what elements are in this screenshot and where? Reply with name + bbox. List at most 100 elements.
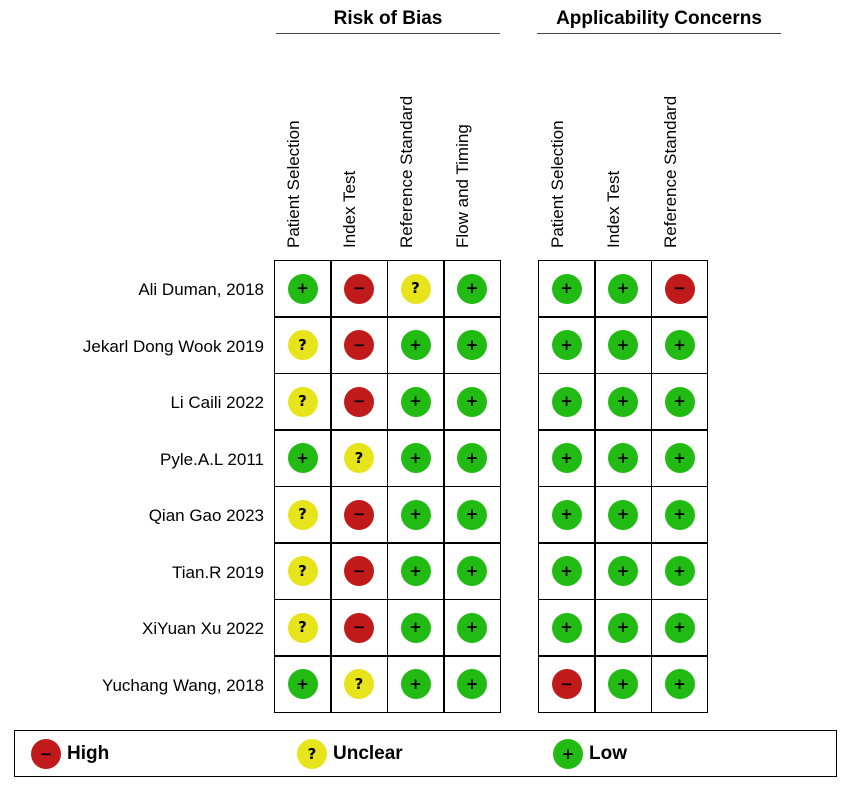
ac-cell: + bbox=[652, 600, 707, 655]
study-label: Tian.R 2019 bbox=[172, 562, 264, 582]
low-risk-icon: + bbox=[457, 612, 487, 643]
rob-cell: ? bbox=[331, 656, 387, 712]
legend-label-unclear: Unclear bbox=[333, 743, 403, 764]
ac-cell: + bbox=[539, 374, 594, 429]
risk-of-bias-grid: + −? +? − + +? − + + +? + +? − + +? − + +? − + + +? + + bbox=[274, 260, 501, 713]
rob-cell: ? bbox=[388, 261, 443, 316]
rob-cell: − bbox=[331, 487, 387, 542]
low-risk-icon: + bbox=[457, 669, 487, 699]
rob-cell: + bbox=[444, 656, 500, 712]
rob-cell: − bbox=[331, 374, 387, 429]
study-label: XiYuan Xu 2022 bbox=[142, 619, 264, 638]
low-risk-icon: + bbox=[608, 386, 638, 417]
ac-cell: + bbox=[595, 374, 651, 429]
study-label: Jekarl Dong Wook 2019 bbox=[82, 336, 264, 356]
rob-cell: ? bbox=[275, 374, 330, 429]
unclear-risk-icon: ? bbox=[287, 330, 318, 360]
low-risk-icon: + bbox=[400, 386, 431, 417]
rob-cell: + bbox=[444, 317, 500, 373]
rob-cell: + bbox=[388, 543, 443, 599]
low-risk-icon: + bbox=[400, 612, 431, 643]
high-risk-icon: − bbox=[551, 669, 582, 699]
low-risk-icon: + bbox=[664, 386, 695, 417]
low-risk-icon: + bbox=[608, 330, 638, 360]
study-label: Yuchang Wang, 2018 bbox=[102, 675, 264, 695]
low-risk-icon: + bbox=[553, 739, 583, 769]
low-risk-icon: + bbox=[400, 669, 431, 699]
study-label: Pyle.A.L 2011 bbox=[160, 449, 264, 469]
low-risk-icon: + bbox=[608, 273, 638, 304]
low-risk-icon: + bbox=[287, 669, 318, 699]
ac-cell: + bbox=[539, 261, 594, 316]
low-risk-icon: + bbox=[551, 386, 582, 417]
low-risk-icon: + bbox=[400, 499, 431, 530]
low-risk-icon: + bbox=[287, 443, 318, 473]
rob-cell: + bbox=[444, 600, 500, 655]
high-risk-icon: − bbox=[31, 739, 61, 769]
rob-cell: ? bbox=[275, 317, 330, 373]
low-risk-icon: + bbox=[608, 669, 638, 699]
study-label: Ali Duman, 2018 bbox=[138, 280, 264, 299]
rob-column-label: Flow and Timing bbox=[453, 124, 472, 248]
applicability-grid: + + − + + + + + + + + + + + + + + + + + + − + + bbox=[538, 260, 708, 713]
high-risk-icon: − bbox=[344, 386, 374, 417]
low-risk-icon: + bbox=[551, 330, 582, 360]
unclear-risk-icon: ? bbox=[287, 612, 318, 643]
ac-cell: + bbox=[652, 656, 707, 712]
low-risk-icon: + bbox=[457, 330, 487, 360]
ac-cell: + bbox=[595, 317, 651, 373]
low-risk-icon: + bbox=[664, 556, 695, 586]
legend-item-unclear: ? Unclear bbox=[297, 739, 403, 769]
rob-cell: + bbox=[275, 261, 330, 316]
low-risk-icon: + bbox=[287, 273, 318, 304]
rob-cell: + bbox=[444, 374, 500, 429]
rob-cell: ? bbox=[331, 430, 387, 486]
low-risk-icon: + bbox=[664, 612, 695, 643]
risk-of-bias-title: Risk of Bias bbox=[276, 8, 500, 34]
ac-cell: + bbox=[595, 600, 651, 655]
low-risk-icon: + bbox=[608, 612, 638, 643]
rob-cell: + bbox=[444, 543, 500, 599]
rob-cell: + bbox=[388, 487, 443, 542]
low-risk-icon: + bbox=[551, 612, 582, 643]
legend-label-high: High bbox=[67, 743, 110, 764]
ac-cell: + bbox=[539, 600, 594, 655]
rob-cell: ? bbox=[275, 600, 330, 655]
low-risk-icon: + bbox=[664, 330, 695, 360]
unclear-risk-icon: ? bbox=[344, 669, 374, 699]
rob-cell: + bbox=[388, 374, 443, 429]
ac-cell: + bbox=[652, 543, 707, 599]
ac-cell: + bbox=[652, 317, 707, 373]
low-risk-icon: + bbox=[400, 443, 431, 473]
ac-cell: + bbox=[595, 487, 651, 542]
rob-cell: + bbox=[388, 656, 443, 712]
low-risk-icon: + bbox=[551, 443, 582, 473]
legend-item-high: − High bbox=[31, 739, 109, 769]
rob-cell: + bbox=[444, 261, 500, 316]
ac-cell: − bbox=[652, 261, 707, 316]
low-risk-icon: + bbox=[400, 556, 431, 586]
unclear-risk-icon: ? bbox=[297, 739, 327, 769]
low-risk-icon: + bbox=[608, 443, 638, 473]
unclear-risk-icon: ? bbox=[287, 556, 318, 586]
rob-cell: − bbox=[331, 317, 387, 373]
rob-cell: + bbox=[275, 430, 330, 486]
rob-cell: + bbox=[444, 430, 500, 486]
low-risk-icon: + bbox=[664, 443, 695, 473]
ac-cell: + bbox=[539, 543, 594, 599]
rob-cell: − bbox=[331, 543, 387, 599]
high-risk-icon: − bbox=[344, 612, 374, 643]
rob-cell: + bbox=[388, 317, 443, 373]
study-label: Qian Gao 2023 bbox=[148, 506, 264, 525]
low-risk-icon: + bbox=[457, 386, 487, 417]
ac-column-label: Reference Standard bbox=[660, 95, 680, 248]
low-risk-icon: + bbox=[664, 669, 695, 699]
ac-cell: + bbox=[652, 374, 707, 429]
rob-column-label: Patient Selection bbox=[283, 120, 303, 248]
low-risk-icon: + bbox=[457, 499, 487, 530]
rob-column-label: Index Test bbox=[340, 170, 359, 248]
rob-cell: − bbox=[331, 600, 387, 655]
high-risk-icon: − bbox=[344, 556, 374, 586]
low-risk-icon: + bbox=[551, 499, 582, 530]
low-risk-icon: + bbox=[400, 330, 431, 360]
